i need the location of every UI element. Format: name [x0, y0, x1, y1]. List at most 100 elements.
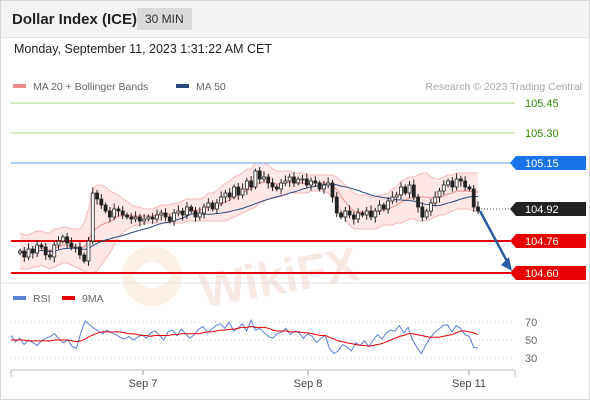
candle-body: [326, 182, 331, 186]
candle: [309, 177, 313, 191]
candle: [364, 207, 369, 220]
candle: [60, 234, 65, 244]
candle: [441, 180, 446, 195]
candle: [103, 202, 108, 214]
level-badge-tip: [510, 234, 516, 248]
candle-body: [317, 182, 322, 190]
candle-body: [463, 180, 468, 188]
candle: [300, 175, 305, 184]
candle: [18, 248, 22, 256]
candle: [43, 243, 48, 260]
rsi-line: [10, 318, 479, 355]
candle: [78, 242, 82, 259]
candle: [95, 189, 99, 205]
candle-body: [437, 190, 442, 198]
candle-body: [150, 216, 155, 220]
candle-body: [339, 212, 343, 218]
candle: [283, 175, 288, 187]
candle: [356, 208, 361, 223]
timeframe-badge[interactable]: 30 MIN: [137, 8, 192, 30]
forecast-arrow-shaft: [478, 210, 511, 266]
candle-body: [95, 192, 99, 200]
rsi-tick-70: 70: [525, 317, 537, 329]
candle-body: [206, 202, 211, 208]
candle: [313, 176, 318, 187]
candle: [381, 202, 386, 212]
rsi-tick-50: 50: [525, 335, 537, 347]
candle: [73, 243, 78, 253]
candle-body: [167, 216, 172, 222]
candle-body: [283, 180, 288, 184]
candle: [296, 176, 301, 186]
candle: [56, 236, 61, 249]
candle: [326, 177, 331, 189]
candle-body: [176, 210, 181, 214]
candle-body: [43, 246, 48, 256]
candle-body: [476, 206, 480, 212]
rsi-legend-label-0: RSI: [33, 293, 51, 305]
candle-body: [330, 182, 335, 198]
candle: [429, 199, 433, 216]
candle-body: [450, 180, 455, 188]
candle: [330, 179, 335, 203]
candle: [257, 167, 262, 184]
candle-body: [60, 236, 65, 242]
candle: [202, 203, 206, 219]
candle: [232, 184, 236, 200]
legend-label-1: MA 50: [196, 81, 226, 93]
candle-body: [125, 214, 129, 218]
candle-body: [35, 244, 40, 254]
candle-body: [163, 212, 168, 218]
candle-body: [416, 196, 420, 208]
candle: [287, 173, 292, 187]
candle-body: [159, 212, 164, 216]
candle-body: [249, 180, 254, 188]
level-badge-105.15: [516, 156, 586, 170]
candle: [390, 191, 395, 205]
candle-body: [386, 200, 391, 210]
candle-body: [334, 196, 339, 214]
candle: [172, 209, 176, 226]
rsi-legend-swatch-1: [62, 296, 75, 300]
candle-body: [142, 218, 147, 222]
candle-body: [274, 186, 279, 190]
candle-body: [347, 210, 352, 216]
candle-body: [120, 210, 125, 216]
candle-body: [240, 188, 245, 196]
candle: [193, 207, 198, 222]
candle: [386, 197, 391, 214]
forecast-arrow-head: [501, 257, 512, 271]
candle: [377, 200, 382, 215]
candle: [424, 208, 429, 220]
candle-body: [22, 250, 27, 258]
candle: [253, 168, 258, 190]
candle: [403, 184, 408, 196]
candle: [476, 201, 480, 215]
candle: [159, 209, 164, 221]
candle-body: [116, 208, 121, 212]
ma50-line: [19, 183, 479, 255]
candle-body: [377, 204, 382, 212]
candle-body: [112, 208, 117, 218]
candle: [416, 193, 420, 213]
candle-body: [292, 176, 296, 184]
candle-body: [189, 206, 194, 212]
candle: [270, 178, 275, 191]
candle-body: [244, 180, 249, 190]
candle: [155, 209, 159, 223]
candle: [150, 213, 155, 224]
instrument-title: Dollar Index (ICE): [12, 11, 138, 28]
candle-body: [180, 210, 185, 216]
candle: [292, 172, 296, 187]
candle: [163, 208, 168, 221]
candle-body: [313, 180, 318, 184]
candle-body: [304, 178, 309, 186]
level-label-105.30: 105.30: [525, 128, 559, 140]
candle: [317, 180, 322, 192]
rsi-legend-label-1: 9MA: [82, 293, 104, 305]
level-label-105.45: 105.45: [525, 98, 559, 110]
candle-body: [146, 216, 151, 220]
candle-body: [296, 178, 301, 184]
candle: [304, 173, 309, 189]
